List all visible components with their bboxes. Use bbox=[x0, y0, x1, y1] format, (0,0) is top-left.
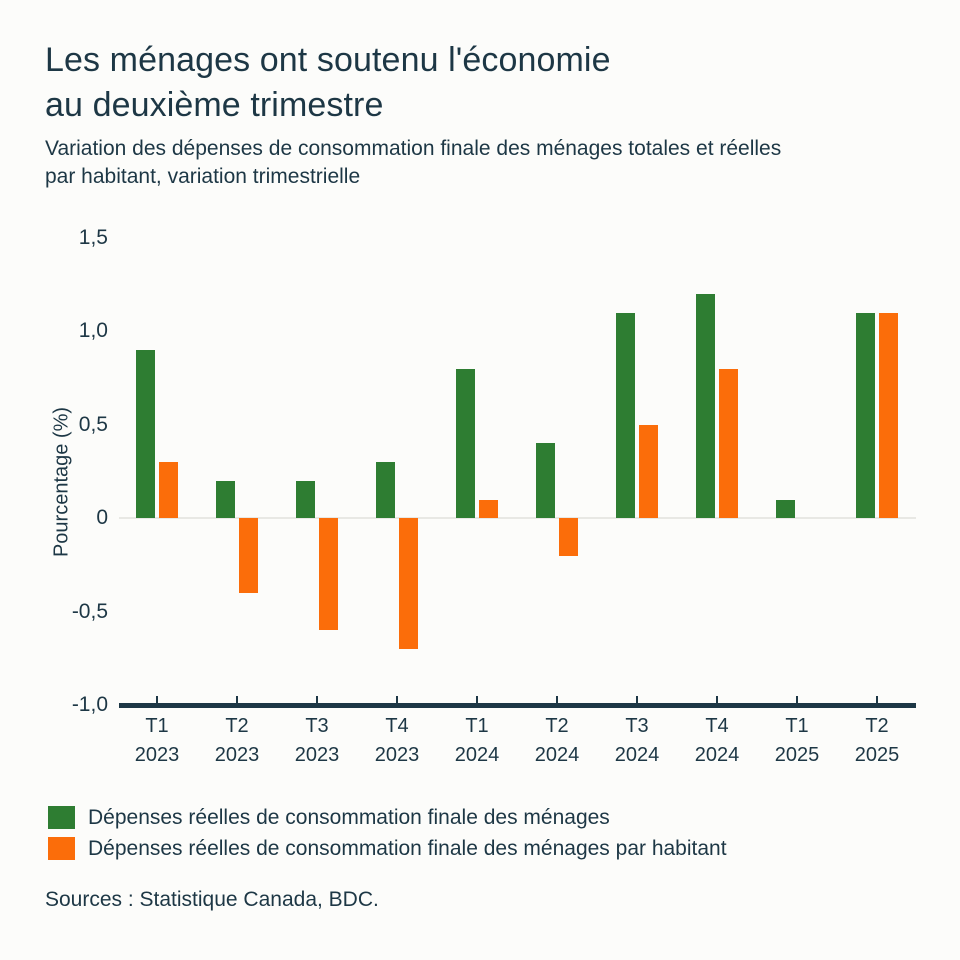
bar-par-habitant-t4-2024 bbox=[719, 368, 738, 519]
legend-swatch-orange bbox=[48, 837, 75, 860]
bar-par-habitant-t2-2025 bbox=[879, 312, 898, 519]
x-tick-label-t4-2023: T4 2023 bbox=[352, 712, 442, 770]
y-tick-label--1,0: -1,0 bbox=[71, 693, 108, 716]
x-tick-quarter: T4 bbox=[385, 715, 409, 737]
bar-par-habitant-t1-2024 bbox=[479, 499, 498, 519]
bar-menages-t2-2025 bbox=[856, 312, 875, 519]
x-tick-label-t2-2025: T2 2025 bbox=[832, 712, 922, 770]
legend: Dépenses réelles de consommation finale … bbox=[48, 806, 727, 868]
bar-par-habitant-t2-2024 bbox=[559, 518, 578, 556]
x-tick-year: 2025 bbox=[854, 744, 900, 766]
x-tick-quarter: T2 bbox=[865, 715, 889, 737]
y-tick-label-0: 0 bbox=[96, 506, 108, 530]
x-tick-quarter: T4 bbox=[705, 715, 729, 737]
bar-par-habitant-t2-2023 bbox=[239, 518, 258, 593]
bar-par-habitant-t4-2023 bbox=[399, 518, 418, 649]
legend-row-menages: Dépenses réelles de consommation finale … bbox=[48, 806, 727, 829]
x-tick-year: 2023 bbox=[134, 744, 180, 766]
chart-subtitle: Variation des dépenses de consommation f… bbox=[45, 135, 781, 191]
zero-gridline bbox=[119, 517, 916, 519]
legend-row-menages-par-habitant: Dépenses réelles de consommation finale … bbox=[48, 837, 727, 860]
x-tick-mark-t4-2024 bbox=[716, 696, 718, 703]
x-tick-label-t3-2024: T3 2024 bbox=[592, 712, 682, 770]
x-tick-mark-t3-2024 bbox=[636, 696, 638, 703]
x-tick-year: 2023 bbox=[374, 744, 420, 766]
x-tick-label-t1-2025: T1 2025 bbox=[752, 712, 842, 770]
x-tick-mark-t1-2025 bbox=[796, 696, 798, 703]
x-tick-quarter: T1 bbox=[145, 715, 169, 737]
x-tick-label-t1-2024: T1 2024 bbox=[432, 712, 522, 770]
bar-menages-t4-2023 bbox=[376, 462, 395, 519]
x-tick-quarter: T3 bbox=[625, 715, 649, 737]
x-tick-quarter: T1 bbox=[785, 715, 809, 737]
bar-par-habitant-t3-2023 bbox=[319, 518, 338, 631]
bar-menages-t2-2024 bbox=[536, 443, 555, 519]
source-line: Sources : Statistique Canada, BDC. bbox=[45, 888, 379, 911]
chart-title-line-1: Les ménages ont soutenu l'économie bbox=[45, 41, 611, 79]
x-tick-quarter: T3 bbox=[305, 715, 329, 737]
y-tick-label--0,5: -0,5 bbox=[71, 599, 108, 623]
x-tick-year: 2024 bbox=[454, 744, 500, 766]
x-tick-label-t2-2023: T2 2023 bbox=[192, 712, 282, 770]
x-tick-label-t2-2024: T2 2024 bbox=[512, 712, 602, 770]
bar-menages-t1-2023 bbox=[136, 350, 155, 519]
x-tick-year: 2024 bbox=[614, 744, 660, 766]
x-tick-mark-t3-2023 bbox=[316, 696, 318, 703]
x-tick-quarter: T1 bbox=[465, 715, 489, 737]
legend-label-menages-par-habitant: Dépenses réelles de consommation finale … bbox=[88, 837, 727, 860]
bar-par-habitant-t3-2024 bbox=[639, 424, 658, 519]
x-axis-line bbox=[119, 703, 916, 708]
x-tick-quarter: T2 bbox=[225, 715, 249, 737]
x-tick-label-t1-2023: T1 2023 bbox=[112, 712, 202, 770]
bar-menages-t2-2023 bbox=[216, 480, 235, 519]
y-tick-label-1,5: 1,5 bbox=[78, 226, 108, 249]
chart-title: Les ménages ont soutenu l'économie au de… bbox=[45, 38, 611, 128]
chart-subtitle-line-1: Variation des dépenses de consommation f… bbox=[45, 137, 782, 160]
x-tick-quarter: T2 bbox=[545, 715, 569, 737]
bar-menages-t3-2024 bbox=[616, 312, 635, 519]
bar-menages-t1-2025 bbox=[776, 499, 795, 519]
x-tick-label-t3-2023: T3 2023 bbox=[272, 712, 362, 770]
x-tick-mark-t1-2024 bbox=[476, 696, 478, 703]
legend-swatch-green bbox=[48, 806, 75, 829]
y-tick-label-0,5: 0,5 bbox=[78, 412, 108, 436]
bar-par-habitant-t1-2023 bbox=[159, 462, 178, 519]
y-tick-label-1,0: 1,0 bbox=[78, 319, 108, 343]
legend-label-menages: Dépenses réelles de consommation finale … bbox=[88, 806, 610, 829]
x-tick-year: 2025 bbox=[774, 744, 820, 766]
bar-menages-t4-2024 bbox=[696, 294, 715, 519]
chart-subtitle-line-2: par habitant, variation trimestrielle bbox=[45, 165, 361, 188]
x-tick-mark-t1-2023 bbox=[156, 696, 158, 703]
chart-title-line-2: au deuxième trimestre bbox=[45, 86, 384, 124]
x-tick-year: 2023 bbox=[294, 744, 340, 766]
x-tick-year: 2024 bbox=[694, 744, 740, 766]
x-tick-mark-t2-2025 bbox=[876, 696, 878, 703]
x-tick-mark-t2-2024 bbox=[556, 696, 558, 703]
x-tick-mark-t2-2023 bbox=[236, 696, 238, 703]
x-tick-label-t4-2024: T4 2024 bbox=[672, 712, 762, 770]
bar-menages-t1-2024 bbox=[456, 368, 475, 519]
x-tick-year: 2024 bbox=[534, 744, 580, 766]
x-tick-year: 2023 bbox=[214, 744, 260, 766]
bar-menages-t3-2023 bbox=[296, 480, 315, 519]
x-tick-mark-t4-2023 bbox=[396, 696, 398, 703]
